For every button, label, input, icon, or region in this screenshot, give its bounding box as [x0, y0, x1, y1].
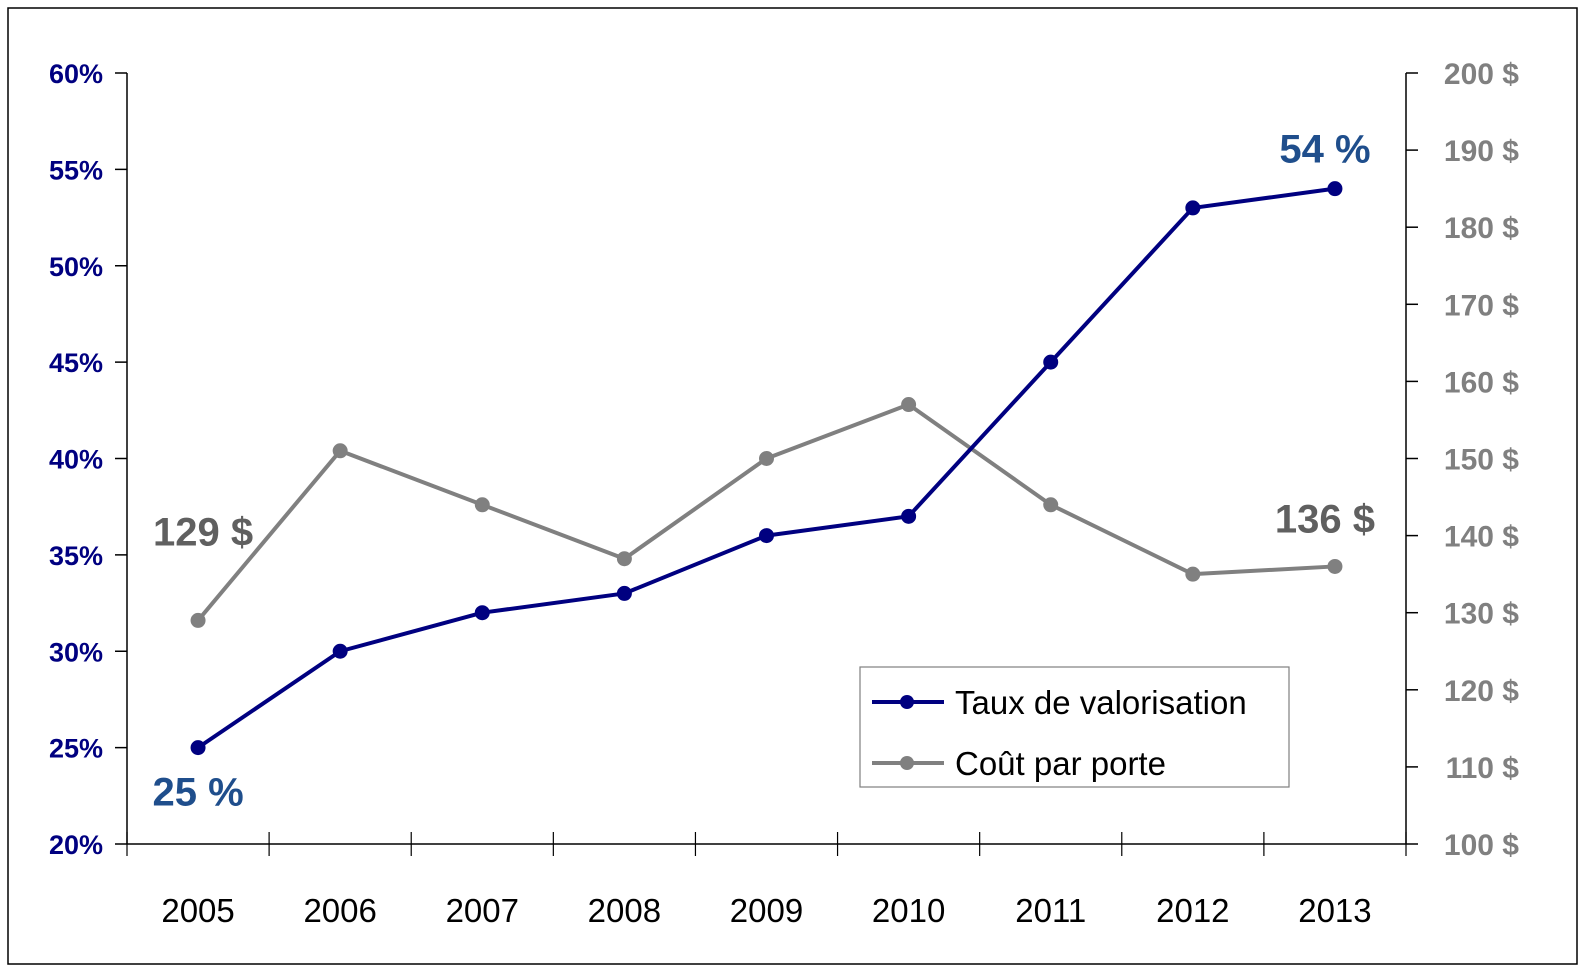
left-tick-label: 50% — [49, 252, 103, 282]
right-tick-label: 150 $ — [1444, 444, 1519, 477]
data-point — [901, 508, 917, 524]
x-tick-label: 2008 — [588, 892, 661, 929]
data-point — [332, 643, 348, 659]
left-tick-label: 45% — [49, 348, 103, 378]
left-tick-label: 20% — [49, 830, 103, 860]
annotation-label: 129 $ — [153, 510, 253, 554]
data-point — [1185, 200, 1201, 216]
data-point — [759, 451, 774, 466]
legend-entry-label: Taux de valorisation — [955, 684, 1247, 721]
data-point — [1327, 558, 1343, 574]
left-tick-label: 25% — [49, 734, 103, 764]
annotation-label: 136 $ — [1275, 497, 1375, 541]
right-tick-label: 140 $ — [1444, 521, 1519, 554]
right-tick-label: 170 $ — [1444, 289, 1519, 322]
legend-box — [859, 666, 1290, 788]
left-tick-label: 40% — [49, 445, 103, 475]
data-point — [616, 585, 632, 601]
x-tick-label: 2012 — [1156, 892, 1229, 929]
data-point — [901, 397, 917, 413]
series-lines — [190, 181, 1343, 756]
data-point — [1043, 497, 1059, 513]
right-tick-label: 180 $ — [1444, 212, 1519, 245]
data-point — [474, 497, 490, 513]
right-tick-label: 200 $ — [1444, 58, 1519, 91]
legend: Taux de valorisation Coût par porte — [859, 666, 1290, 788]
left-tick-label: 30% — [49, 637, 103, 667]
data-point — [1327, 181, 1343, 197]
right-tick-label: 120 $ — [1444, 675, 1519, 708]
chart-border — [7, 7, 1578, 965]
left-tick-label: 35% — [49, 541, 103, 571]
right-tick-label: 130 $ — [1444, 598, 1519, 631]
x-tick-label: 2006 — [303, 892, 376, 929]
x-tick-label: 2011 — [1015, 892, 1086, 929]
right-tick-label: 160 $ — [1444, 366, 1519, 399]
x-tick-label: 2007 — [446, 892, 519, 929]
axes: 20% 25% 30% 35% 40% 45% 50% 55% 60% 100 $ 110 $ 120… — [49, 58, 1519, 929]
data-point — [190, 612, 206, 628]
data-point — [1185, 566, 1201, 582]
data-point — [616, 551, 632, 567]
data-point — [474, 605, 490, 621]
data-point — [1043, 354, 1059, 370]
annotation-label: 54 % — [1279, 128, 1370, 172]
x-tick-label: 2009 — [730, 892, 803, 929]
annotation-label: 25 % — [152, 771, 243, 815]
right-tick-label: 190 $ — [1444, 135, 1519, 168]
data-point — [759, 528, 774, 544]
annotations: 25 % 54 % 129 $ 136 $ — [152, 128, 1375, 815]
left-tick-label: 60% — [49, 59, 103, 89]
legend-swatch-marker — [900, 756, 914, 770]
x-tick-label: 2010 — [872, 892, 945, 929]
x-tick-label: 2005 — [161, 892, 234, 929]
right-tick-label: 100 $ — [1444, 829, 1519, 862]
legend-swatch-marker — [900, 695, 914, 709]
data-point — [332, 443, 348, 459]
right-tick-label: 110 $ — [1446, 752, 1520, 785]
data-point — [190, 740, 206, 756]
left-tick-label: 55% — [49, 155, 103, 185]
x-tick-label: 2013 — [1298, 892, 1371, 929]
legend-entry-label: Coût par porte — [955, 745, 1166, 782]
